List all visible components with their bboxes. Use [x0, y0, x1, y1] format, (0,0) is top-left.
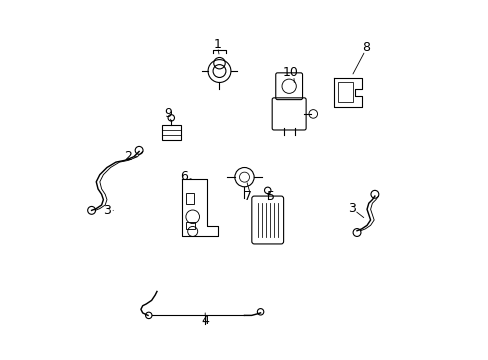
Text: 1: 1 [213, 38, 221, 51]
Text: 10: 10 [283, 66, 298, 79]
Bar [337, 82, 352, 103]
Text: 7: 7 [244, 190, 251, 203]
Text: 2: 2 [124, 150, 132, 163]
Text: 6: 6 [180, 170, 187, 183]
Text: 8: 8 [361, 41, 369, 54]
Text: 3: 3 [347, 202, 355, 215]
Bar [185, 222, 195, 229]
Text: 3: 3 [103, 204, 111, 217]
Bar [185, 193, 194, 204]
Bar [162, 125, 180, 140]
Text: 5: 5 [267, 190, 275, 203]
Text: 9: 9 [163, 107, 171, 120]
Text: 4: 4 [201, 314, 209, 327]
